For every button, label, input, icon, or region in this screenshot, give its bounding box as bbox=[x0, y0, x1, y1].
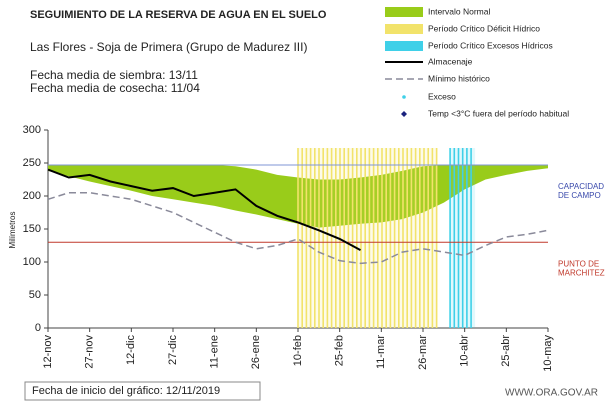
legend-label: Período Crítico Déficit Hídrico bbox=[428, 23, 540, 33]
y-tick-label: 300 bbox=[23, 124, 41, 136]
y-axis-label: Milímetros bbox=[8, 212, 17, 249]
x-tick-label: 12-dic bbox=[125, 335, 137, 365]
y-tick-label: 200 bbox=[23, 190, 41, 202]
x-tick-label: 25-abr bbox=[500, 335, 512, 367]
reference-label: PUNTO DE bbox=[558, 259, 599, 268]
x-tick-label: 26-mar bbox=[417, 335, 429, 370]
y-tick-label: 100 bbox=[23, 256, 41, 268]
reference-label: DE CAMPO bbox=[558, 191, 601, 200]
critical-period bbox=[298, 148, 438, 328]
legend-label: Período Crítico Excesos Hídricos bbox=[428, 40, 553, 50]
x-tick-label: 27-nov bbox=[84, 335, 96, 369]
legend-label: Mínimo histórico bbox=[428, 73, 490, 83]
series-line bbox=[47, 168, 361, 252]
legend-label: Temp <3°C fuera del período habitual bbox=[428, 108, 569, 118]
legend-swatch bbox=[402, 95, 406, 99]
y-tick-label: 0 bbox=[35, 322, 41, 334]
footer-left: Fecha de inicio del gráfico: 12/11/2019 bbox=[32, 385, 220, 397]
x-tick-label: 10-abr bbox=[459, 335, 471, 367]
x-tick-label: 11-ene bbox=[209, 335, 221, 368]
legend-swatch bbox=[385, 24, 423, 34]
reference-label: CAPACIDAD bbox=[558, 182, 604, 191]
x-tick-label: 10-feb bbox=[292, 335, 304, 366]
x-tick-label: 27-dic bbox=[167, 335, 179, 365]
chart-title: SEGUIMIENTO DE LA RESERVA DE AGUA EN EL … bbox=[30, 9, 327, 21]
chart-subtitle: Las Flores - Soja de Primera (Grupo de M… bbox=[30, 40, 307, 54]
legend-label: Almacenaje bbox=[428, 56, 473, 66]
legend-label: Exceso bbox=[428, 91, 456, 101]
x-tick-label: 12-nov bbox=[42, 335, 54, 369]
legend-swatch bbox=[385, 41, 423, 51]
reference-label: MARCHITEZ bbox=[558, 268, 605, 277]
x-tick-label: 26-ene bbox=[250, 335, 262, 369]
footer-box bbox=[24, 381, 261, 401]
legend-swatch bbox=[401, 111, 407, 117]
legend-swatch bbox=[385, 7, 423, 17]
x-tick-label: 10-may bbox=[542, 335, 554, 372]
note: Fecha media de cosecha: 11/04 bbox=[30, 81, 200, 95]
footer-right: WWW.ORA.GOV.AR bbox=[505, 388, 598, 399]
x-tick-label: 11-mar bbox=[375, 335, 387, 369]
y-tick-label: 50 bbox=[29, 289, 41, 301]
legend-label: Intervalo Normal bbox=[428, 6, 490, 16]
y-tick-label: 250 bbox=[23, 157, 41, 169]
y-tick-label: 150 bbox=[23, 223, 41, 235]
x-tick-label: 25-feb bbox=[334, 335, 346, 366]
note: Fecha media de siembra: 13/11 bbox=[30, 68, 198, 82]
